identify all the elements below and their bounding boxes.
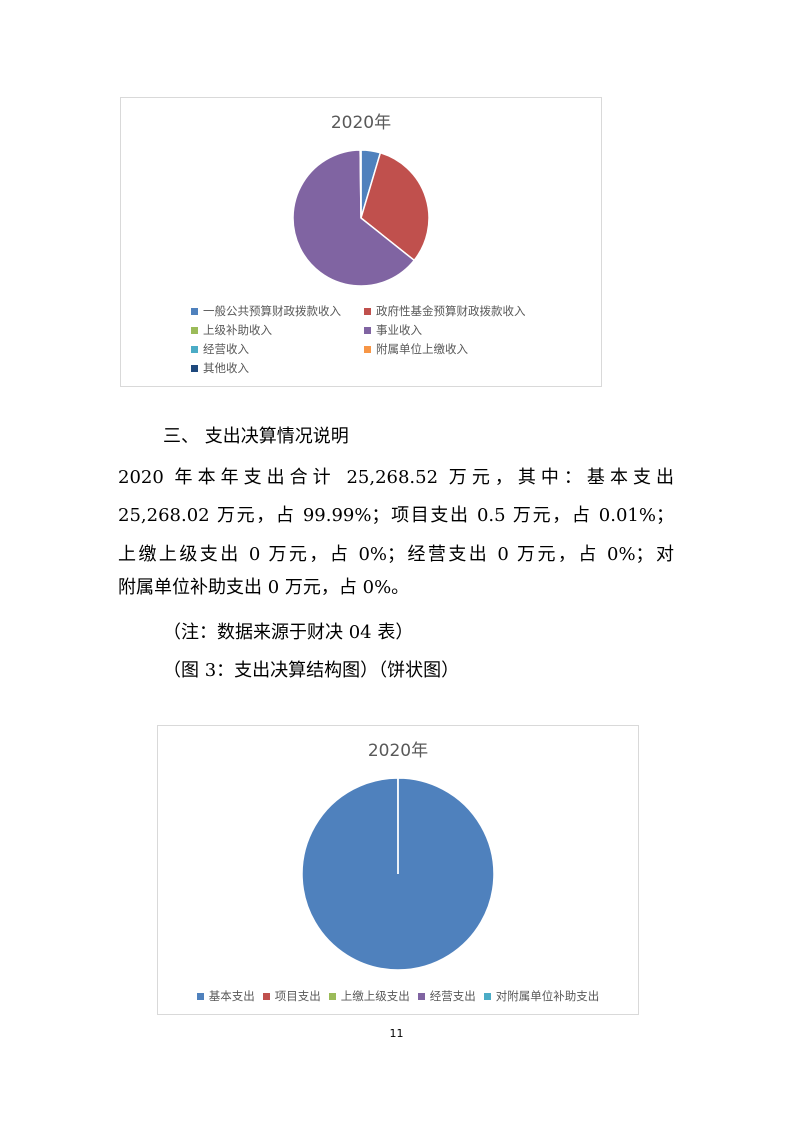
- pie-slice-1: [360, 151, 430, 262]
- legend-label: 事业收入: [376, 323, 422, 337]
- legend-swatch: [196, 992, 204, 1000]
- legend-item: 经营收入: [191, 341, 364, 357]
- chart-title: 2020年: [330, 113, 392, 133]
- legend-label: 附属单位上缴收入: [376, 342, 468, 356]
- legend-swatch: [328, 992, 336, 1000]
- chart-legend: 基本支出 项目支出 上缴上级支出 经营支出 对附属单位补助支出: [158, 988, 638, 1004]
- pie-slice-3: [292, 149, 416, 287]
- chart-title: 2020年: [367, 741, 429, 761]
- legend-label: 经营收入: [203, 342, 249, 356]
- legend-item: 基本支出: [196, 988, 255, 1004]
- figure-caption: （图 3：支出决算结构图）（饼状图）: [163, 660, 460, 681]
- legend-swatch: [191, 364, 198, 372]
- paragraph-line: 2020 年本年支出合计 25,268.52 万元，其中：基本支出: [118, 467, 674, 488]
- section-heading: 三、 支出决算情况说明: [163, 426, 349, 447]
- legend-label: 基本支出: [208, 989, 255, 1003]
- legend-item: 上级补助收入: [191, 322, 364, 338]
- legend-swatch: [417, 992, 425, 1000]
- paragraph-line: 25,268.02 万元，占 99.99%；项目支出 0.5 万元，占 0.01…: [118, 505, 674, 526]
- legend-item: 政府性基金预算财政拨款收入: [364, 303, 564, 319]
- legend-label: 其他收入: [203, 361, 249, 375]
- legend-swatch: [364, 345, 371, 353]
- legend-label: 经营支出: [429, 989, 476, 1003]
- legend-item: 项目支出: [262, 988, 321, 1004]
- page-number: 11: [389, 1027, 404, 1040]
- legend-label: 政府性基金预算财政拨款收入: [376, 304, 526, 318]
- legend-label: 上缴上级支出: [340, 989, 410, 1003]
- legend-item: 附属单位上缴收入: [364, 341, 564, 357]
- legend-swatch: [191, 307, 198, 315]
- legend-swatch: [483, 992, 491, 1000]
- chart-legend: 一般公共预算财政拨款收入 政府性基金预算财政拨款收入上级补助收入 事业收入经营收入 附…: [191, 303, 564, 376]
- legend-swatch: [364, 326, 371, 334]
- legend-item: 一般公共预算财政拨款收入: [191, 303, 364, 319]
- legend-item: 事业收入: [364, 322, 564, 338]
- data-source-note: （注：数据来源于财决 04 表）: [163, 622, 414, 643]
- pie-slice-6: [359, 149, 362, 219]
- legend-label: 项目支出: [274, 989, 321, 1003]
- legend-item: 经营支出: [417, 988, 476, 1004]
- paragraph-line: 上缴上级支出 0 万元，占 0%；经营支出 0 万元，占 0%；对: [118, 544, 674, 565]
- legend-label: 上级补助收入: [203, 323, 272, 337]
- legend-swatch: [191, 326, 198, 334]
- legend-item: 其他收入: [191, 360, 364, 376]
- expenditure-pie-chart: 2020年 基本支出 项目支出 上缴上级支出 经营支出 对附属单位补助支出: [157, 725, 639, 1015]
- paragraph-line: 附属单位补助支出 0 万元，占 0%。: [118, 577, 410, 598]
- legend-swatch: [191, 345, 198, 353]
- legend-label: 对附属单位补助支出: [495, 989, 600, 1003]
- legend-swatch: [262, 992, 270, 1000]
- legend-swatch: [364, 307, 371, 315]
- legend-item: 上缴上级支出: [328, 988, 410, 1004]
- pie-svg: [301, 777, 495, 971]
- legend-label: 一般公共预算财政拨款收入: [203, 304, 341, 318]
- pie-svg: [292, 149, 430, 287]
- legend-item: 对附属单位补助支出: [483, 988, 600, 1004]
- income-pie-chart: 2020年 一般公共预算财政拨款收入 政府性基金预算财政拨款收入上级补助收入 事业收…: [120, 97, 602, 387]
